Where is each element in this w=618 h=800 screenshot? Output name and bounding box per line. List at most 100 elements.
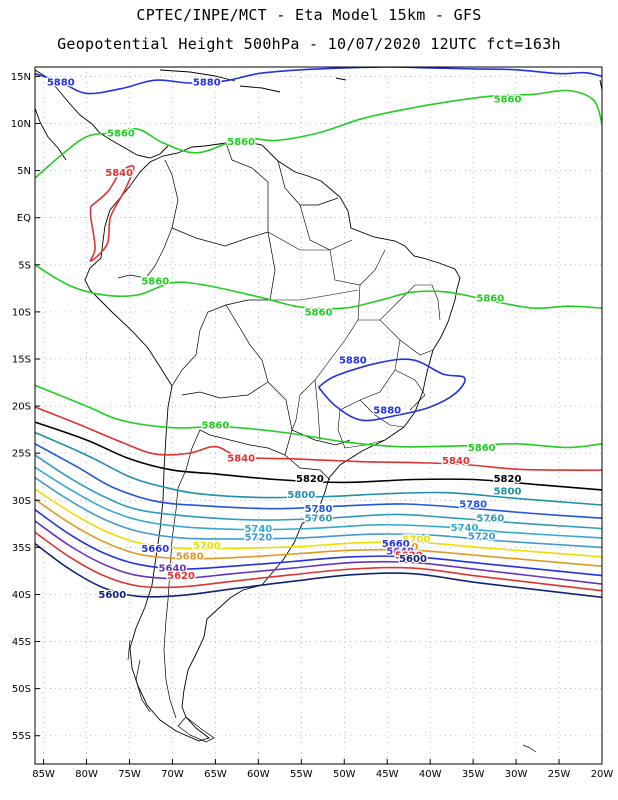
- contour-5820: [35, 421, 602, 491]
- contour-label: 5660: [141, 544, 169, 555]
- lat-tick-label: 55S: [12, 731, 31, 742]
- contour-label: 5600: [399, 554, 427, 565]
- lat-tick-label: 20S: [12, 402, 31, 413]
- lat-tick-label: EQ: [17, 213, 31, 224]
- contour-label: 5680: [176, 551, 204, 562]
- contour-lines: [35, 67, 602, 599]
- contour-5620: [35, 531, 602, 592]
- contour-label: 5660: [382, 539, 410, 550]
- contour-label: 5760: [305, 514, 333, 525]
- coastline-borders: [35, 69, 602, 753]
- lon-tick-label: 75W: [118, 769, 141, 780]
- contour-5640: [35, 520, 602, 585]
- contour-label: 5880: [339, 355, 367, 366]
- lon-tick-label: 25W: [548, 769, 571, 780]
- contour-label: 5680: [390, 542, 418, 553]
- contour-label: 5640: [159, 564, 187, 575]
- contour-5740: [35, 466, 602, 539]
- contour-label: 5880: [47, 78, 75, 89]
- contour-label: 5860: [305, 307, 333, 318]
- contour-label: 5820: [494, 474, 522, 485]
- lat-tick-label: 35S: [12, 543, 31, 554]
- lat-tick-label: 10N: [11, 119, 31, 130]
- contour-5880: [35, 67, 602, 95]
- contour-label: 5740: [244, 524, 272, 535]
- lon-tick-label: 30W: [505, 769, 528, 780]
- lon-tick-label: 55W: [290, 769, 313, 780]
- lat-tick-label: 5S: [18, 260, 31, 271]
- contour-label: 5840: [442, 456, 470, 467]
- lat-tick-label: 15S: [12, 354, 31, 365]
- contour-label: 5620: [167, 571, 195, 582]
- contour-label: 5620: [395, 550, 423, 561]
- tierra-del-fuego: [127, 639, 215, 743]
- lat-tick-label: 10S: [12, 307, 31, 318]
- contour-label: 5860: [107, 128, 135, 139]
- contour-5800: [35, 431, 602, 506]
- contour-5860: [35, 384, 602, 449]
- contour-label: 5800: [494, 486, 522, 497]
- contour-label: 5860: [468, 443, 496, 454]
- contour-label: 5880: [373, 405, 401, 416]
- contour-label: 5860: [201, 420, 229, 431]
- caribbean-islands: [159, 69, 602, 93]
- contour-5760: [35, 454, 602, 530]
- contour-5860: [35, 89, 602, 179]
- chart-title-line-2: Geopotential Height 500hPa - 10/07/2020 …: [57, 35, 561, 53]
- contour-label: 5880: [193, 78, 221, 89]
- lat-tick-label: 50S: [12, 684, 31, 695]
- map-frame: [34, 66, 603, 765]
- lon-tick-label: 65W: [204, 769, 227, 780]
- lat-tick-label: 25S: [12, 449, 31, 460]
- lat-tick-label: 40S: [12, 590, 31, 601]
- lon-tick-label: 80W: [75, 769, 98, 780]
- contour-label: 5860: [494, 95, 522, 106]
- lat-tick-label: 30S: [12, 496, 31, 507]
- contour-5840: [35, 406, 602, 471]
- contour-label: 5700: [403, 534, 431, 545]
- lon-tick-label: 50W: [333, 769, 356, 780]
- lat-tick-label: 45S: [12, 637, 31, 648]
- contour-label: 5820: [296, 474, 324, 485]
- contour-5600: [35, 542, 602, 599]
- contour-label: 5860: [227, 137, 255, 148]
- contour-label: 5720: [244, 533, 272, 544]
- contour-label: 5780: [305, 504, 333, 515]
- south-america-coastline: [84, 140, 461, 742]
- contour-5680: [35, 498, 602, 567]
- lon-tick-label: 40W: [419, 769, 442, 780]
- contour-5780: [35, 443, 602, 519]
- chart-title-line-1: CPTEC/INPE/MCT - Eta Model 15km - GFS: [136, 6, 482, 24]
- lon-tick-label: 70W: [161, 769, 184, 780]
- contour-label: 5720: [468, 532, 496, 543]
- contour-label: 5760: [476, 514, 504, 525]
- state-borders: [267, 204, 441, 449]
- lon-tick-label: 35W: [462, 769, 485, 780]
- country-borders: [117, 142, 351, 719]
- lon-tick-label: 60W: [247, 769, 270, 780]
- contour-5880: [317, 358, 466, 422]
- contour-5860: [35, 264, 602, 310]
- contour-label: 5840: [227, 453, 255, 464]
- contour-5840: [89, 164, 135, 262]
- contour-5720: [35, 477, 602, 549]
- contour-5660: [35, 509, 602, 577]
- south-atlantic-islands: [522, 744, 537, 753]
- lat-tick-label: 15N: [11, 72, 31, 83]
- central-america-coastline: [35, 69, 169, 161]
- contour-label: 5860: [476, 293, 504, 304]
- contour-label: 5860: [141, 276, 169, 287]
- lon-tick-label: 20W: [591, 769, 614, 780]
- lon-tick-label: 85W: [32, 769, 55, 780]
- contour-label: 5780: [459, 500, 487, 511]
- contour-label: 5800: [287, 490, 315, 501]
- contour-label: 5840: [105, 168, 133, 179]
- contour-label: 5640: [386, 547, 414, 558]
- contour-labels: 5880 5880 5860 5860 5860 5860 5860 5860 5880 5880…: [46, 76, 523, 602]
- lat-tick-label: 5N: [17, 166, 31, 177]
- contour-label: 5600: [98, 590, 126, 601]
- contour-label: 5700: [193, 541, 221, 552]
- contour-5700: [35, 488, 602, 558]
- contour-label: 5740: [451, 523, 479, 534]
